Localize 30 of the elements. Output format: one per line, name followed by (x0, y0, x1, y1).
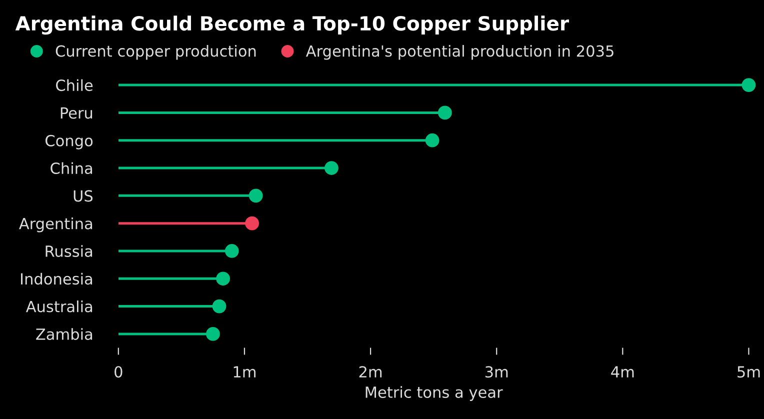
point (216, 272, 230, 286)
y-tick-label: Congo (46, 134, 93, 150)
y-tick-label: Australia (26, 300, 92, 312)
y-tick-label: Zambia (36, 328, 92, 340)
point (224, 244, 239, 258)
point (248, 188, 263, 203)
point (245, 216, 259, 230)
y-tick-label: US (74, 190, 93, 202)
x-tick-label: 1m (234, 366, 256, 378)
point (742, 78, 756, 92)
point (324, 161, 338, 175)
legend-label: Current copper production (56, 44, 256, 60)
point (425, 133, 440, 148)
x-axis-title: Metric tons a year (366, 386, 503, 401)
y-tick-label: China (50, 162, 92, 174)
x-tick-label: 3m (485, 366, 508, 378)
y-tick-label: Argentina (19, 218, 92, 232)
point (206, 327, 220, 341)
chart-title: Argentina Could Become a Top-10 Copper Supplier (15, 16, 569, 35)
x-tick-label: 5m (738, 366, 760, 378)
point (212, 299, 226, 314)
x-tick-label: 4m (611, 366, 634, 378)
point (438, 106, 452, 120)
y-tick-label: Chile (56, 79, 93, 92)
y-tick-label: Russia (46, 245, 92, 258)
x-tick-label: 0 (114, 366, 122, 378)
x-tick-label: 2m (359, 366, 382, 378)
y-tick-label: Peru (60, 107, 92, 119)
y-tick-label: Indonesia (21, 272, 92, 285)
legend-label: Argentina's potential production in 2035 (306, 44, 614, 60)
